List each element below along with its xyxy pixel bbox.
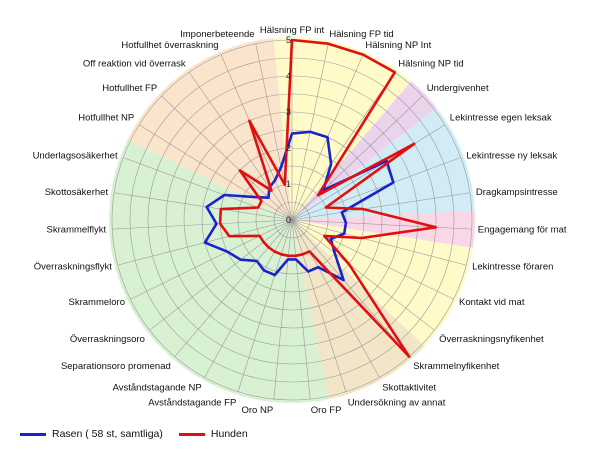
tick-label: 5 (286, 35, 291, 45)
category-label: Avståndstagande FP (148, 398, 236, 409)
grid-spoke (123, 157, 293, 221)
sector-band-7 (127, 37, 292, 220)
category-label: Hotfullhet FP (102, 83, 157, 94)
grid-spoke (291, 219, 435, 331)
grid-spoke (291, 95, 423, 221)
sector-band-2 (292, 107, 475, 220)
category-label: Undersökning av annat (348, 398, 446, 409)
grid-spoke (237, 219, 293, 392)
category-label: Avståndstagande NP (113, 383, 202, 394)
category-label: Hotfullhet NP (78, 113, 134, 124)
legend-item-rasen: Rasen ( 58 st, samtliga) (20, 428, 163, 440)
tick-label: 0 (286, 215, 291, 225)
category-label: Imponerbeteende (180, 29, 254, 40)
grid-spoke (291, 72, 396, 221)
grid-spoke (112, 219, 293, 230)
category-label: Lekintresse egen leksak (450, 113, 552, 124)
grid-spoke (188, 72, 293, 221)
grid-spoke (139, 124, 293, 221)
category-label: Lekintresse föraren (472, 262, 553, 273)
category-label: Hälsning FP int (260, 25, 325, 36)
category-label: Hotfullhet överraskning (121, 40, 218, 51)
grid-spoke (291, 219, 410, 357)
category-label: Överraskningsnyfikenhet (439, 334, 544, 345)
grid-spoke (174, 219, 293, 357)
tick-label: 1 (286, 179, 291, 189)
legend-label-hunden: Hunden (210, 428, 248, 440)
category-label: Skottosäkerhet (45, 187, 109, 198)
grid-spoke (273, 219, 293, 400)
category-label: Oro FP (311, 405, 342, 416)
grid-spoke (291, 219, 347, 392)
grid-spoke (291, 219, 467, 266)
grid-spoke (291, 192, 470, 221)
grid-spoke (291, 219, 380, 378)
category-label: Engagemang för mat (478, 224, 567, 235)
category-label: Överraskningsflykt (34, 262, 112, 273)
category-label: Kontakt vid mat (459, 297, 525, 308)
category-label: Undergivenhet (427, 83, 489, 94)
grid-spoke (204, 219, 293, 378)
tick-label: 4 (286, 71, 291, 81)
category-label: Off reaktion vid överrask (83, 58, 186, 69)
sector-band-6 (108, 139, 329, 403)
category-label: Underlagsosäkerhet (33, 150, 118, 161)
grid-spoke (161, 95, 293, 221)
category-label: Lekintresse ny leksak (466, 150, 557, 161)
grid-spoke (255, 43, 293, 221)
category-label: Dragkampsintresse (476, 187, 558, 198)
grid-spoke (149, 219, 293, 331)
grid-spoke (291, 157, 461, 221)
category-label: Hälsning NP tid (398, 58, 463, 69)
sector-band-5 (292, 220, 425, 400)
category-label: Hälsning FP tid (329, 29, 393, 40)
category-label: Separationsoro promenad (61, 361, 171, 372)
category-label: Hälsning NP Int (365, 40, 431, 51)
category-label: Överraskningsoro (70, 334, 145, 345)
grid-spoke (114, 192, 293, 221)
category-label: Skrammelflykt (47, 224, 107, 235)
grid-spoke (291, 219, 472, 230)
grid-spoke (291, 124, 445, 221)
legend: Rasen ( 58 st, samtliga) Hunden (20, 428, 248, 440)
grid-spoke (220, 54, 293, 221)
category-label: Oro NP (242, 405, 274, 416)
legend-label-rasen: Rasen ( 58 st, samtliga) (52, 428, 163, 440)
tick-label: 2 (286, 143, 291, 153)
category-label: Skrammelnyfikenhet (413, 361, 499, 372)
legend-swatch-rasen (20, 432, 46, 436)
sector-band-0 (273, 37, 412, 220)
series-line-rasen (203, 130, 395, 282)
legend-swatch-hunden (178, 432, 205, 436)
grid-spoke (291, 219, 454, 300)
grid-spoke (130, 219, 293, 300)
category-label: Skrammeloro (69, 297, 126, 308)
sector-band-3 (292, 210, 475, 248)
category-label: Skottaktivitet (382, 383, 436, 394)
series-line-hunden (218, 38, 438, 358)
tick-label: 3 (286, 107, 291, 117)
grid-spoke (291, 219, 311, 400)
legend-item-hunden: Hunden (178, 428, 248, 440)
